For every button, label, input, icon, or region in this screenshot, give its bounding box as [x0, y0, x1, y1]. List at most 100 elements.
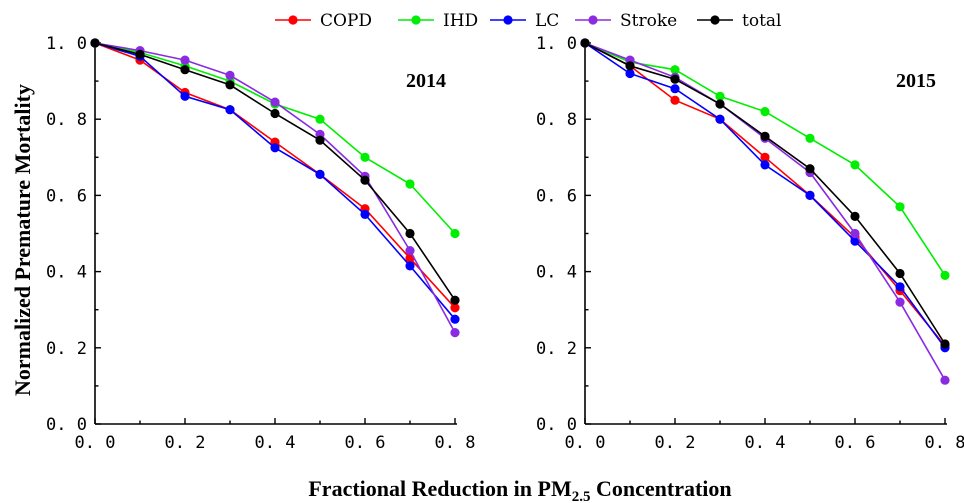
x-tick-label: 0. 4: [745, 433, 786, 453]
series-stroke: [580, 38, 950, 385]
chart-panels: 0. 0 0. 2 0. 4 0. 6 0. 8 1. 0 0. 0 0. 2 0. 4 0. 6…: [46, 34, 964, 453]
y-tick-label: 0. 8: [46, 110, 87, 130]
legend-item-total: total: [697, 11, 781, 31]
data-point-total: [670, 74, 680, 84]
data-point-lc: [805, 190, 815, 200]
data-point-total: [940, 339, 950, 349]
legend-marker: [288, 15, 298, 25]
data-point-stroke: [850, 228, 860, 239]
y-tick-label: 0. 4: [536, 263, 577, 283]
data-point-total: [90, 38, 100, 48]
data-point-stroke: [450, 328, 460, 338]
series-line-lc: [584, 42, 946, 349]
data-point-ihd: [405, 179, 415, 189]
series-line-total: [584, 42, 946, 345]
data-point-total: [135, 49, 145, 60]
data-point-total: [450, 295, 460, 305]
data-point-copd: [450, 303, 460, 313]
data-point-lc: [670, 84, 680, 94]
series-line-total: [94, 42, 456, 301]
panel-label: 2014: [406, 70, 446, 92]
data-point-total: [895, 268, 905, 279]
legend: COPD IHD LC Stroke total: [275, 11, 781, 31]
series-line-stroke: [584, 42, 946, 381]
legend-label: Stroke: [620, 11, 677, 31]
x-tick-label: 0. 6: [345, 433, 386, 453]
data-point-lc: [715, 114, 725, 124]
y-tick-label: 0. 2: [46, 339, 87, 359]
y-tick-label: 0. 4: [46, 263, 87, 283]
data-point-ihd: [895, 202, 905, 212]
data-point-ihd: [360, 152, 370, 162]
data-point-lc: [270, 143, 280, 153]
legend-label: total: [742, 11, 781, 31]
data-point-lc: [315, 169, 325, 179]
series-lc: [580, 38, 950, 353]
data-point-lc: [760, 160, 770, 170]
data-point-ihd: [760, 107, 770, 117]
y-tick-label: 1. 0: [46, 34, 87, 54]
data-point-total: [180, 65, 190, 75]
series-line-copd: [584, 42, 946, 347]
series-total: [580, 38, 950, 349]
panel-label: 2015: [896, 70, 936, 92]
data-point-total: [805, 164, 815, 174]
y-tick-label: 0. 0: [536, 415, 577, 435]
data-point-ihd: [450, 228, 460, 239]
y-tick-label: 0. 6: [46, 186, 87, 206]
x-tick-label: 0. 2: [165, 433, 206, 453]
data-point-lc: [180, 91, 190, 101]
data-point-stroke: [270, 97, 280, 107]
x-tick-label: 0. 2: [655, 433, 696, 453]
x-tick-label: 0. 8: [435, 433, 476, 453]
data-point-stroke: [225, 70, 235, 80]
series-line-stroke: [94, 42, 456, 333]
data-point-stroke: [940, 375, 950, 385]
data-point-total: [270, 108, 280, 119]
series-total: [90, 38, 460, 305]
series-copd: [90, 38, 460, 313]
data-point-stroke: [405, 246, 415, 256]
data-point-total: [625, 61, 635, 71]
legend-item-stroke: Stroke: [575, 11, 677, 31]
data-point-stroke: [180, 55, 190, 65]
data-point-lc: [895, 282, 905, 292]
data-point-total: [715, 99, 725, 109]
series-copd: [580, 38, 950, 351]
data-point-stroke: [895, 297, 905, 307]
legend-label: IHD: [443, 11, 478, 31]
data-point-total: [850, 211, 860, 221]
x-tick-label: 0. 8: [925, 433, 964, 453]
legend-item-ihd: IHD: [398, 11, 478, 31]
series-line-lc: [94, 42, 456, 320]
legend-marker: [411, 15, 421, 25]
y-tick-label: 0. 8: [536, 110, 577, 130]
y-tick-label: 0. 0: [46, 415, 87, 435]
x-tick-label: 0. 4: [255, 433, 296, 453]
x-axis-title-subscript: 2.5: [572, 489, 591, 503]
data-point-total: [360, 175, 370, 185]
chart-panel-2014: 0. 0 0. 2 0. 4 0. 6 0. 8 1. 0 0. 0 0. 2 0. 4 0. 6…: [46, 34, 475, 453]
chart-panel-2015: 0. 0 0. 2 0. 4 0. 6 0. 8 1. 0 0. 0 0. 2 0. 4 0. 6…: [536, 34, 964, 453]
legend-marker: [588, 15, 598, 25]
y-tick-label: 0. 6: [536, 186, 577, 206]
data-point-copd: [760, 152, 770, 162]
legend-item-copd: COPD: [275, 11, 372, 31]
x-tick-label: 0. 0: [75, 433, 116, 453]
x-axis-title: Fractional Reduction in PM2.5 Concentrat…: [308, 476, 731, 503]
data-point-total: [760, 131, 770, 141]
x-axis-title-main: Fractional Reduction in PM: [308, 476, 572, 501]
series-stroke: [90, 38, 460, 338]
y-tick-label: 0. 2: [536, 339, 577, 359]
y-axis-title: Normalized Premature Mortality: [10, 84, 35, 396]
y-tick-label: 1. 0: [536, 34, 577, 54]
data-point-lc: [450, 314, 460, 324]
data-point-lc: [625, 68, 635, 79]
data-point-lc: [850, 236, 860, 246]
data-point-copd: [670, 95, 680, 105]
legend-marker: [503, 15, 513, 25]
legend-marker: [710, 15, 720, 25]
data-point-total: [580, 38, 590, 48]
data-point-total: [405, 228, 415, 239]
